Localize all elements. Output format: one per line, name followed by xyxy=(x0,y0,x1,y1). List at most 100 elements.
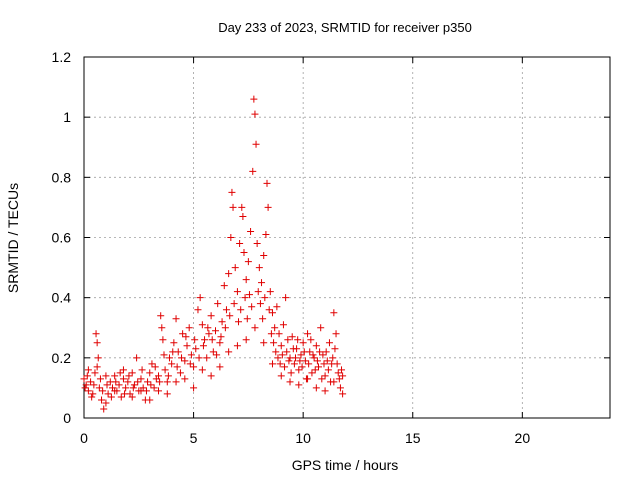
data-point xyxy=(299,339,307,347)
data-point xyxy=(247,227,255,235)
data-point xyxy=(313,357,321,365)
data-point xyxy=(104,390,112,398)
data-point xyxy=(112,378,120,386)
data-point xyxy=(244,258,252,266)
data-point xyxy=(231,264,239,272)
data-point xyxy=(267,330,275,338)
data-point xyxy=(196,294,204,302)
data-point xyxy=(181,357,189,365)
data-point xyxy=(339,372,347,380)
data-point xyxy=(236,240,244,248)
data-point xyxy=(304,330,312,338)
data-point xyxy=(321,387,329,395)
x-tick-labels: 0 5 10 15 20 xyxy=(80,430,530,446)
data-point xyxy=(270,339,278,347)
data-point xyxy=(271,324,279,332)
data-point xyxy=(225,348,233,356)
data-point xyxy=(81,384,89,392)
data-point xyxy=(288,333,296,341)
data-point xyxy=(320,360,328,368)
data-point xyxy=(305,360,313,368)
data-point xyxy=(311,366,319,374)
y-tick-label: 1 xyxy=(63,109,71,125)
x-tick-label: 10 xyxy=(295,430,311,446)
data-point xyxy=(245,291,253,299)
data-point xyxy=(89,390,97,398)
data-point xyxy=(338,366,346,374)
data-point xyxy=(96,375,104,383)
data-point xyxy=(191,336,199,344)
data-point xyxy=(262,230,270,238)
data-point xyxy=(229,203,237,211)
data-point xyxy=(159,336,167,344)
data-point xyxy=(312,342,320,350)
data-point xyxy=(233,288,241,296)
data-point xyxy=(241,294,249,302)
data-point xyxy=(98,396,106,404)
data-point xyxy=(322,348,330,356)
data-point xyxy=(265,306,273,314)
data-point xyxy=(82,381,90,389)
data-point xyxy=(147,381,155,389)
data-point xyxy=(102,399,110,407)
data-point xyxy=(248,303,256,311)
data-point xyxy=(138,366,146,374)
data-point xyxy=(272,348,280,356)
data-point xyxy=(181,375,189,383)
data-point xyxy=(190,384,198,392)
data-point xyxy=(242,336,250,344)
data-point xyxy=(102,372,110,380)
data-point xyxy=(192,345,200,353)
data-point xyxy=(220,282,228,290)
data-point xyxy=(255,264,263,272)
data-point xyxy=(155,387,163,395)
y-tick-label: 0 xyxy=(63,410,71,426)
data-point xyxy=(230,300,238,308)
data-point xyxy=(242,276,250,284)
data-point xyxy=(169,348,177,356)
data-point xyxy=(187,351,195,359)
data-point xyxy=(285,357,293,365)
axis-ticks xyxy=(83,56,610,419)
data-point xyxy=(283,348,291,356)
data-point xyxy=(91,369,99,377)
data-point xyxy=(146,396,154,404)
data-point xyxy=(194,306,202,314)
data-point xyxy=(282,294,290,302)
data-point xyxy=(238,203,246,211)
data-point xyxy=(125,372,133,380)
x-tick-label: 0 xyxy=(80,430,88,446)
data-point xyxy=(173,363,181,371)
data-point xyxy=(186,360,194,368)
data-point xyxy=(309,351,317,359)
data-point xyxy=(164,372,172,380)
grid-lines xyxy=(84,57,610,418)
data-point xyxy=(250,95,258,103)
data-point xyxy=(254,288,262,296)
data-point xyxy=(336,384,344,392)
data-point xyxy=(111,387,119,395)
x-axis-label: GPS time / hours xyxy=(292,457,399,473)
data-point xyxy=(213,351,221,359)
data-point xyxy=(261,294,269,302)
data-point xyxy=(237,306,245,314)
data-point xyxy=(233,342,241,350)
data-point xyxy=(172,315,180,323)
data-point xyxy=(178,354,186,362)
data-point xyxy=(323,357,331,365)
data-point xyxy=(333,360,341,368)
data-point xyxy=(268,360,276,368)
data-point xyxy=(324,366,332,374)
data-point xyxy=(290,360,298,368)
data-point xyxy=(235,318,243,326)
data-point xyxy=(263,179,271,187)
data-point xyxy=(95,384,103,392)
data-point xyxy=(331,345,339,353)
y-axis-label: SRMTID / TECUs xyxy=(5,183,21,293)
y-tick-labels: 0 0.2 0.4 0.6 0.8 1 1.2 xyxy=(52,49,72,426)
data-point xyxy=(137,375,145,383)
data-point xyxy=(227,234,235,241)
data-point xyxy=(160,351,168,359)
data-point xyxy=(199,342,207,350)
data-point xyxy=(133,354,141,362)
